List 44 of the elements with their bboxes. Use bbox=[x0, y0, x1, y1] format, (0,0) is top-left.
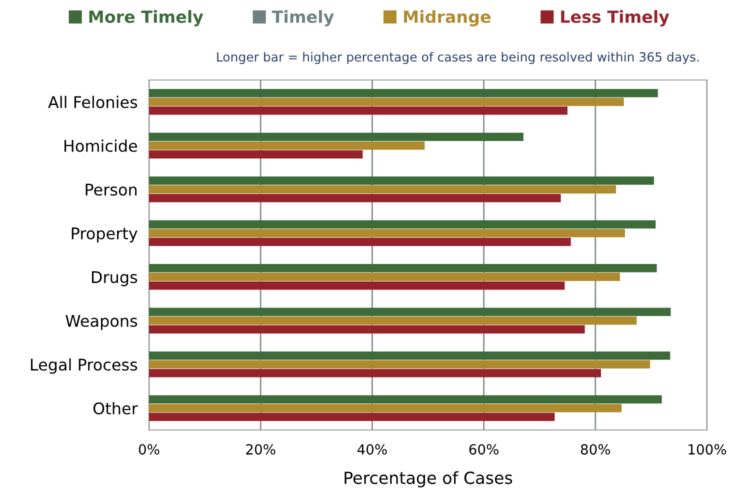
bar bbox=[149, 98, 624, 106]
y-tick-label: Other bbox=[93, 402, 138, 414]
legend-label: Timely bbox=[272, 10, 334, 26]
bar bbox=[149, 272, 620, 282]
bar bbox=[149, 106, 568, 115]
bar bbox=[149, 185, 616, 194]
x-tick-label: 80% bbox=[580, 444, 610, 455]
bar bbox=[149, 316, 637, 325]
bar bbox=[149, 264, 657, 272]
y-tick-label: Drugs bbox=[92, 271, 138, 286]
bar bbox=[149, 88, 658, 98]
bar bbox=[149, 141, 425, 150]
bar bbox=[149, 368, 601, 378]
x-tick-label: 0% bbox=[138, 444, 160, 455]
bar bbox=[149, 308, 671, 316]
y-tick-label: Weapons bbox=[66, 315, 138, 330]
bar bbox=[149, 220, 656, 229]
bar bbox=[149, 150, 363, 159]
bar bbox=[149, 132, 524, 142]
bar bbox=[149, 360, 650, 369]
bar bbox=[149, 176, 654, 185]
y-tick-label: All Felonies bbox=[48, 96, 138, 108]
bar bbox=[149, 194, 561, 202]
legend-label: Midrange bbox=[404, 10, 490, 26]
y-tick-label: Property bbox=[72, 228, 138, 243]
legend-label: More Timely bbox=[89, 10, 204, 26]
bar bbox=[149, 412, 555, 422]
bar bbox=[149, 281, 565, 290]
bar bbox=[149, 325, 585, 334]
x-tick-label: 100% bbox=[688, 444, 726, 455]
bar bbox=[149, 351, 670, 360]
y-tick-label: Homicide bbox=[64, 140, 138, 152]
x-tick-label: 20% bbox=[246, 444, 276, 455]
bar bbox=[149, 404, 622, 412]
y-tick-label: Legal Process bbox=[30, 358, 138, 374]
bar bbox=[149, 238, 571, 246]
x-tick-label: 60% bbox=[469, 444, 498, 455]
bar bbox=[149, 395, 662, 404]
bar bbox=[149, 228, 625, 238]
chart-subtitle: Longer bar = higher percentage of cases are being resolved within 365 days. bbox=[217, 52, 699, 64]
y-tick-label: Person bbox=[86, 184, 137, 196]
legend-label: Less Timely bbox=[561, 10, 670, 26]
x-tick-label: 40% bbox=[357, 444, 387, 455]
x-axis-title: Percentage of Cases bbox=[344, 471, 512, 488]
